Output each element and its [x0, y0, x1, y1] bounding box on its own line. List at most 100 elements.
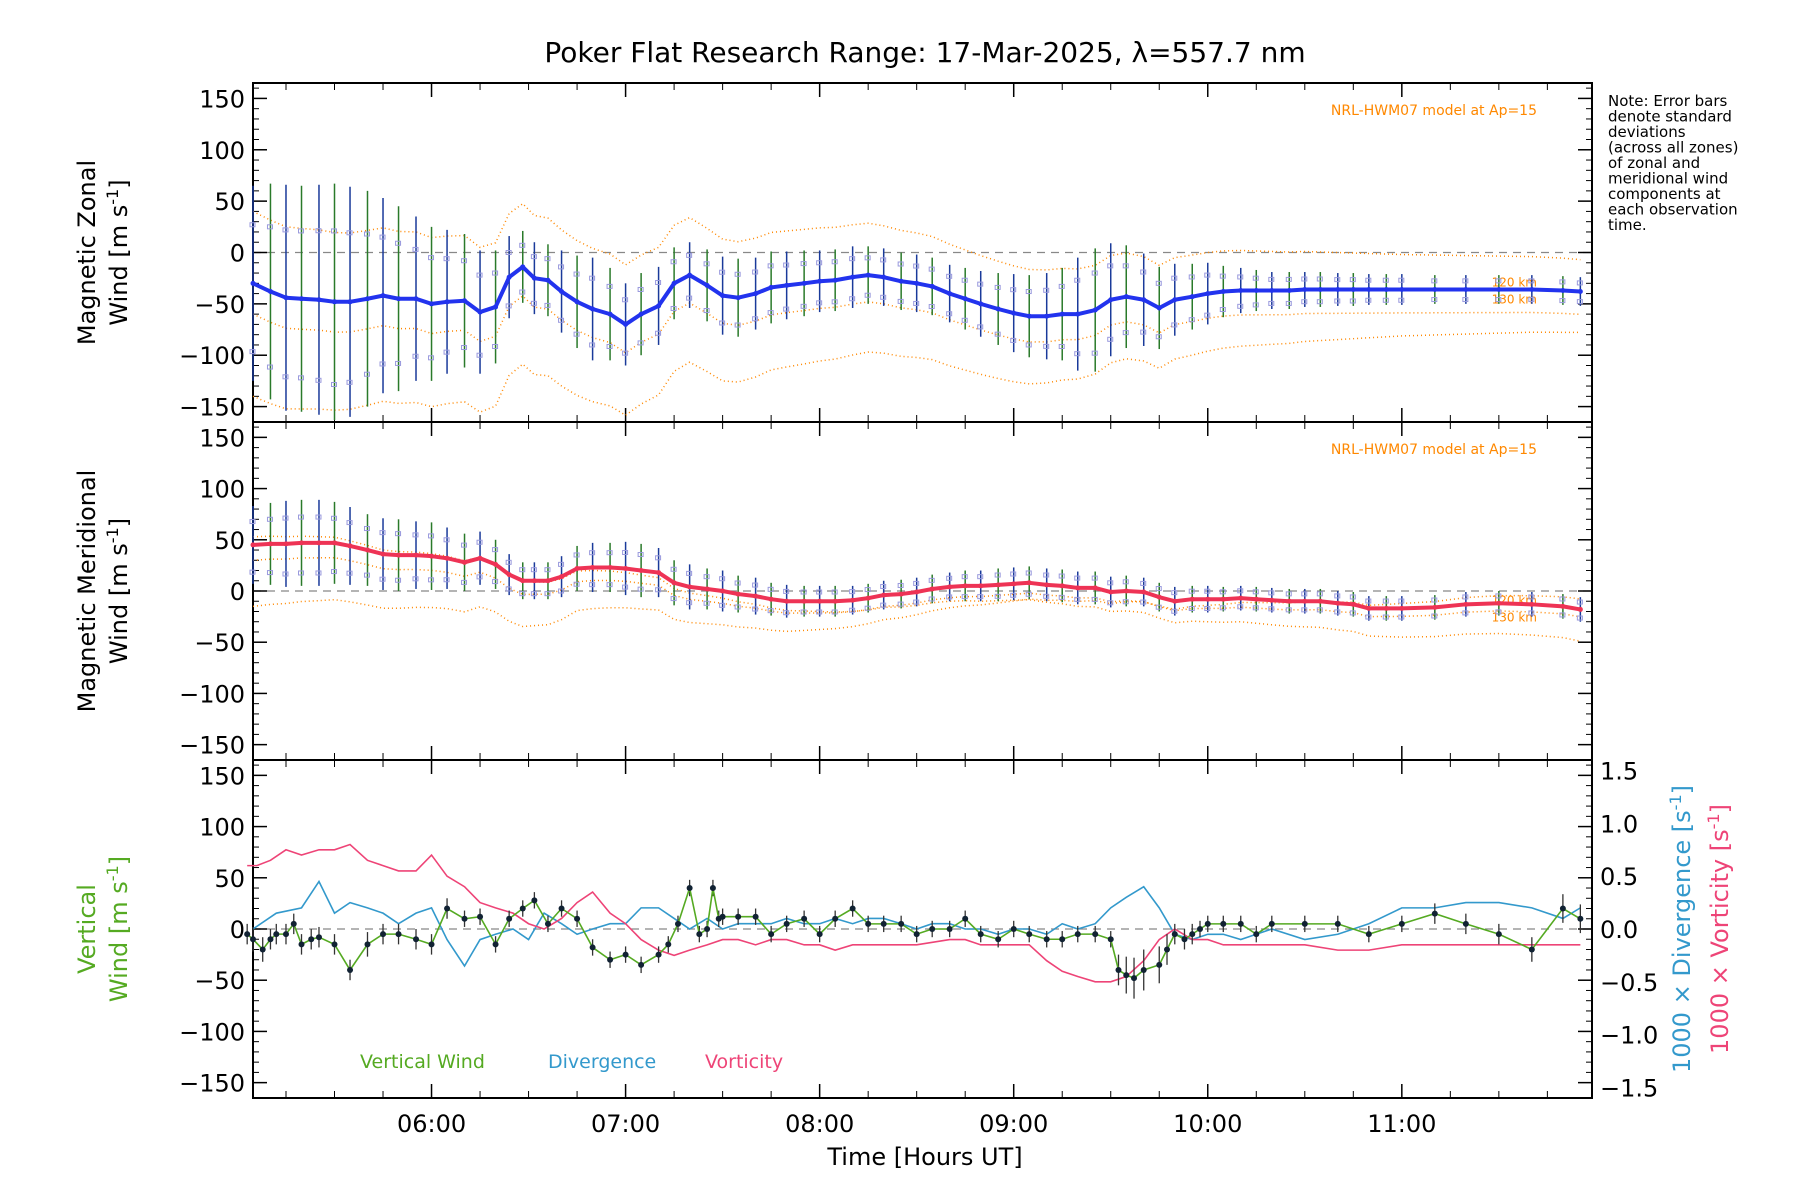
- zone-point: [767, 263, 774, 269]
- zone-point: [573, 331, 580, 337]
- vertical-wind-point: [1398, 920, 1405, 927]
- mean-wind-point: [1577, 606, 1583, 612]
- zone-point: [544, 591, 551, 597]
- vertical-wind-point: [655, 951, 662, 958]
- y2-tick-label: 1.5: [1600, 758, 1638, 786]
- zone-point: [492, 547, 499, 553]
- zone-point: [994, 331, 1001, 337]
- zone-point: [897, 582, 904, 588]
- zone-point: [622, 297, 629, 303]
- zone-point: [734, 604, 741, 610]
- zone-point: [686, 600, 693, 606]
- vertical-wind-point: [1074, 931, 1081, 938]
- zone-point: [443, 256, 450, 262]
- mean-wind-point: [898, 278, 904, 284]
- zone-point: [1237, 588, 1244, 594]
- zone-point: [703, 574, 710, 580]
- mean-wind-point: [623, 565, 629, 571]
- mean-wind-point: [396, 296, 402, 302]
- zone-point: [1058, 283, 1065, 289]
- zone-point: [880, 257, 887, 263]
- vertical-wind-point: [1092, 931, 1099, 938]
- vertical-wind-point: [1431, 910, 1438, 917]
- zone-point: [1495, 593, 1502, 599]
- divergence-line: [252, 879, 1581, 968]
- mean-wind-point: [671, 580, 677, 586]
- note-line: Note: Error bars: [1608, 92, 1728, 110]
- zone-point: [412, 353, 419, 359]
- zone-point: [1188, 588, 1195, 594]
- panel-zonal: 150 100 50 0 −50 −100 −150 Magnetic Zonal Wind […: [73, 82, 1593, 423]
- zone-point: [864, 587, 871, 593]
- zone-point: [897, 261, 904, 267]
- zone-point: [1301, 299, 1308, 305]
- zone-point: [752, 269, 759, 275]
- zone-point: [1301, 276, 1308, 282]
- y-tick-label: 150: [199, 424, 245, 452]
- zone-point: [558, 317, 565, 323]
- zone-point: [783, 610, 790, 616]
- x-tick-label: 08:00: [785, 1110, 854, 1138]
- mean-wind-point: [299, 296, 305, 302]
- y-tick-label: 150: [199, 85, 245, 113]
- zone-point: [573, 271, 580, 277]
- zone-point: [1462, 297, 1469, 303]
- mean-wind-point: [1302, 286, 1308, 292]
- zone-point: [849, 296, 856, 302]
- zone-point: [913, 580, 920, 586]
- mean-wind-point: [832, 598, 838, 604]
- note-line: meridional wind: [1608, 170, 1728, 188]
- zone-point: [1237, 303, 1244, 309]
- mean-wind-point: [462, 298, 468, 304]
- vertical-wind-point: [665, 941, 672, 948]
- zone-point: [1316, 276, 1323, 282]
- vertical-wind-point: [898, 920, 905, 927]
- vertical-wind-point: [461, 915, 468, 922]
- vertical-wind-point: [1365, 931, 1372, 938]
- mean-wind-point: [735, 295, 741, 301]
- vertical-wind-point: [273, 931, 280, 938]
- vertical-wind-point: [801, 915, 808, 922]
- mean-wind-point: [1026, 580, 1032, 586]
- zone-point: [1107, 580, 1114, 586]
- mean-wind-point: [1496, 600, 1502, 606]
- mean-wind-point: [1026, 313, 1032, 319]
- zone-point: [476, 272, 483, 278]
- zone-point: [816, 260, 823, 266]
- vertical-wind-point: [783, 920, 790, 927]
- zone-point: [1219, 307, 1226, 313]
- zone-point: [1382, 598, 1389, 604]
- zone-point: [363, 231, 370, 237]
- zone-point: [800, 261, 807, 267]
- zone-point: [1431, 297, 1438, 303]
- y-axis-label-sup: -1: [103, 189, 122, 205]
- vertical-wind-point: [704, 926, 711, 932]
- y-tick-label: −150: [179, 732, 245, 760]
- zone-point: [1155, 604, 1162, 610]
- mean-wind-point: [1383, 605, 1389, 611]
- zone-point: [558, 588, 565, 594]
- zone-point: [298, 375, 305, 381]
- zone-point: [946, 575, 953, 581]
- zone-point: [1140, 269, 1147, 275]
- zone-point: [864, 255, 871, 261]
- mean-wind-point: [1286, 288, 1292, 294]
- mean-wind-point: [881, 592, 887, 598]
- zone-point: [412, 576, 419, 582]
- zone-point: [719, 576, 726, 582]
- zone-point: [492, 579, 499, 585]
- mean-wind-point: [753, 593, 759, 599]
- zone-point: [670, 259, 677, 265]
- vertical-wind-point: [607, 956, 614, 963]
- zone-point: [544, 302, 551, 308]
- zone-point: [637, 552, 644, 558]
- zone-point: [994, 284, 1001, 290]
- note-line: denote standard: [1608, 108, 1732, 126]
- zone-point: [1349, 277, 1356, 283]
- y-tick-label: −100: [179, 680, 245, 708]
- zone-point: [1010, 571, 1017, 577]
- zone-point: [800, 589, 807, 595]
- zone-point: [282, 571, 289, 577]
- vertical-wind-point: [282, 931, 289, 938]
